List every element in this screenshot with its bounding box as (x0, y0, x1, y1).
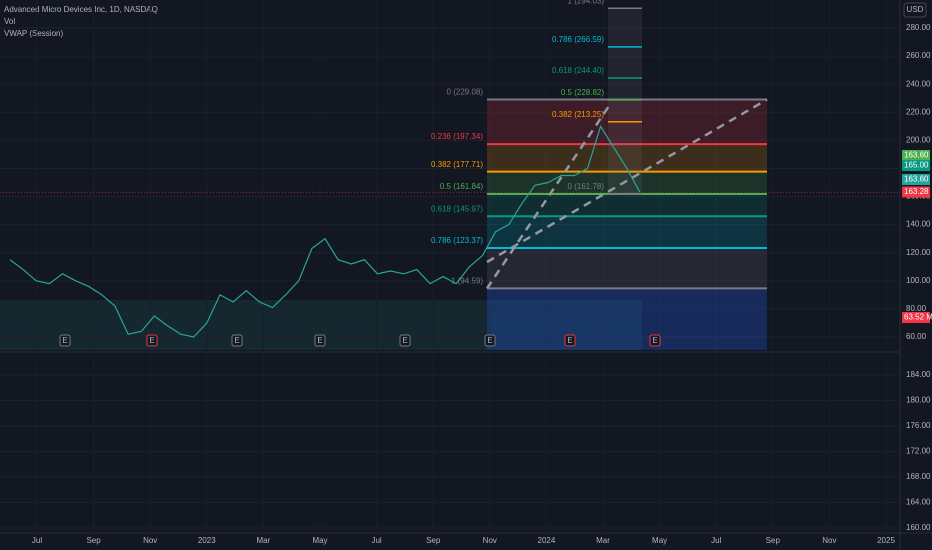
time-label: Nov (483, 536, 497, 545)
lower-tick-label: 160.00 (906, 523, 931, 532)
price-tick-label: 200.00 (906, 135, 931, 144)
time-label: 2024 (538, 536, 556, 545)
earnings-icon (649, 334, 661, 347)
volume-tag-label: 63.52 M (904, 313, 932, 322)
earnings-letter: E (487, 336, 492, 345)
indicator: VWAP (Session) (4, 29, 63, 38)
fib-band (487, 216, 767, 248)
lower-tick-label: 172.00 (906, 447, 931, 456)
price-tick-label: 280.00 (906, 23, 931, 32)
price-tag-label: 163.28 (904, 187, 929, 196)
price-tick-label: 100.00 (906, 276, 931, 285)
time-label: Jul (371, 536, 381, 545)
time-label: Sep (86, 536, 101, 545)
time-label: Sep (426, 536, 441, 545)
fib-ext-area (608, 8, 642, 195)
time-label: Nov (143, 536, 157, 545)
fib-label: 0.236 (197.34) (431, 132, 483, 141)
fib-ext-label: 1 (294.03) (568, 0, 605, 5)
trend-line (485, 103, 612, 290)
earnings-letter: E (402, 336, 407, 345)
volume-tag (902, 312, 930, 323)
fib-ext-label: 0.618 (244.40) (552, 66, 604, 75)
fib-ext-label: 0.5 (228.82) (561, 88, 604, 97)
currency-box[interactable] (903, 2, 927, 18)
fib-label: 0 (229.08) (447, 88, 484, 97)
earnings-icon (146, 334, 158, 347)
fib-band (487, 193, 767, 217)
lower-tick-label: 176.00 (906, 421, 931, 430)
price-tag-label: 163.60 (904, 175, 929, 184)
price-tag-label: 165.00 (904, 161, 929, 170)
earnings-letter: E (652, 336, 657, 345)
earnings-letter: E (234, 336, 239, 345)
fib-ext-label: 0.786 (266.59) (552, 35, 604, 44)
earnings-letter: E (62, 336, 67, 345)
price-tick-label: 240.00 (906, 79, 931, 88)
earnings-letter: E (149, 336, 154, 345)
fib-label: 1 (94.59) (451, 277, 483, 286)
fib-ext-label: 0.382 (213.25) (552, 110, 604, 119)
lower-tick-label: 168.00 (906, 472, 931, 481)
fib-label: 0.382 (177.71) (431, 160, 483, 169)
fib-extension-area (487, 288, 767, 350)
fib-band (487, 144, 767, 172)
fib-label: 0.786 (123.37) (431, 236, 483, 245)
earnings-icon (484, 334, 496, 347)
time-label: 2023 (198, 536, 216, 545)
currency[interactable]: USD (907, 5, 924, 14)
price-tag (902, 173, 930, 185)
price-tag (902, 186, 930, 198)
time-label: May (312, 536, 327, 545)
price-tick-label: 120.00 (906, 248, 931, 257)
price-tick-label: 60.00 (906, 332, 927, 341)
time-label: Mar (596, 536, 610, 545)
price-tick-label: 80.00 (906, 304, 927, 313)
price-tag (902, 160, 930, 172)
fib-label: 0.5 (161.84) (440, 182, 483, 191)
lower-tick-label: 184.00 (906, 370, 931, 379)
time-label: Mar (257, 536, 271, 545)
earnings-letter: E (317, 336, 322, 345)
fib-label: 0.618 (145.97) (431, 204, 483, 213)
price-tick-label: 220.00 (906, 107, 931, 116)
time-label: Nov (822, 536, 836, 545)
indicator: Vol (4, 17, 15, 26)
time-label: Jul (711, 536, 721, 545)
fib-band (487, 247, 767, 289)
time-label: May (652, 536, 667, 545)
time-label: Jul (32, 536, 42, 545)
time-label: 2025 (877, 536, 895, 545)
time-label: Sep (766, 536, 781, 545)
lower-tick-label: 180.00 (906, 396, 931, 405)
earnings-icon (59, 334, 71, 347)
earnings-icon (314, 334, 326, 347)
price-tick-label: 140.00 (906, 220, 931, 229)
price-tick-label: 260.00 (906, 51, 931, 60)
earnings-letter: E (567, 336, 572, 345)
trend-line (486, 98, 768, 264)
price-line (9, 124, 641, 338)
price-tag (902, 149, 930, 161)
earnings-icon (399, 334, 411, 347)
price-tag-label: 163.60 (904, 151, 929, 160)
symbol-title: Advanced Micro Devices Inc, 1D, NASDAQ (4, 5, 158, 14)
lower-tick-label: 164.00 (906, 498, 931, 507)
fib-ext-label: 0 (161.78) (568, 182, 605, 191)
earnings-icon (231, 334, 243, 347)
earnings-icon (564, 334, 576, 347)
